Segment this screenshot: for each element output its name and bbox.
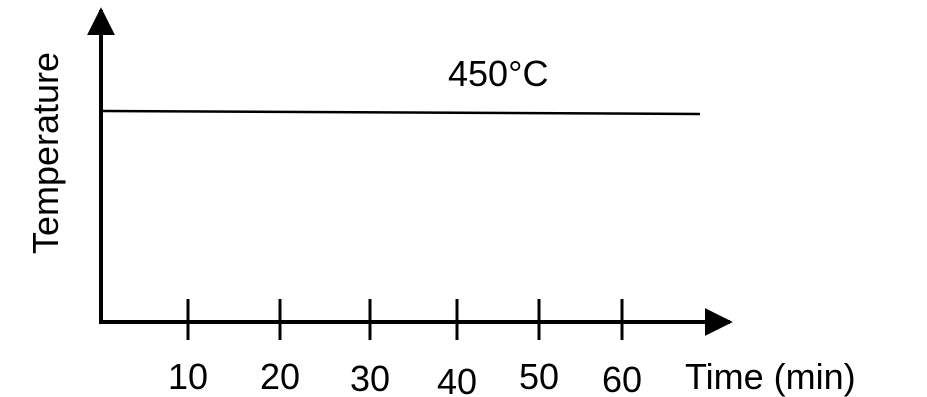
- x-tick-label-40: 40: [437, 361, 477, 397]
- x-tick-label-50: 50: [519, 356, 559, 397]
- y-axis-label: Temperature: [25, 52, 66, 254]
- x-tick-label-30: 30: [350, 358, 390, 397]
- x-tick-label-60: 60: [602, 359, 642, 397]
- temperature-annotation: 450°C: [448, 53, 548, 94]
- series-line: [102, 109, 701, 116]
- x-axis-ticks: 10 20 30 40 50 60: [168, 299, 642, 397]
- x-tick-label-10: 10: [168, 356, 208, 397]
- x-axis-label: Time (min): [685, 356, 856, 397]
- x-tick-label-20: 20: [260, 356, 300, 397]
